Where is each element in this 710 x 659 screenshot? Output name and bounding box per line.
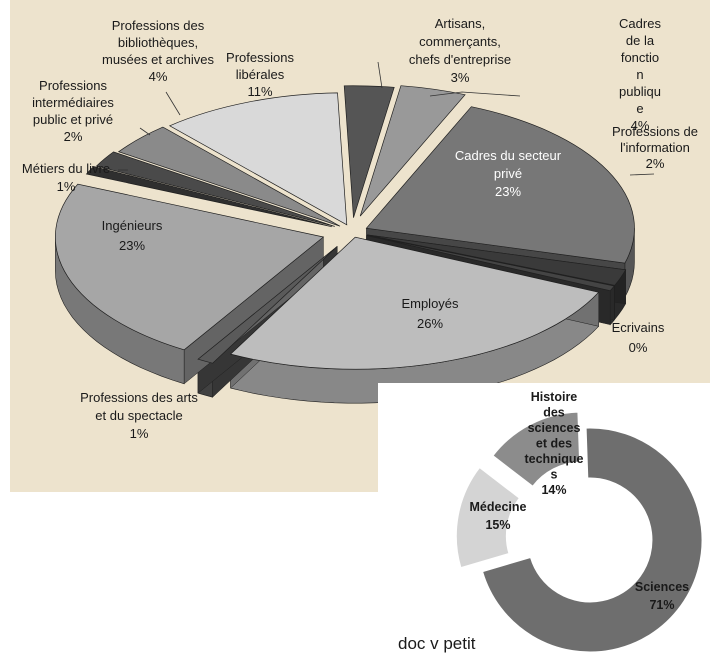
pie-slice-professions-intermediaires-public-et-prive [95,151,335,227]
pie-label-artisans-commercants-chefs-d-entreprise: Artisans, commerçants, chefs d'entreprise 3… [409,16,511,85]
pie-slice-artisans-commercants-chefs-d-entreprise [343,85,395,218]
pie-label-professions-intermediaires-public-et-prive: Professions intermédiaires public et privé… [32,78,114,144]
donut-label-medecine: Médecine 15% [470,500,527,532]
disciplines-donut-labels: Sciences 71% Médecine 15%Histoire des science… [470,390,690,612]
professions-pie-chart [55,85,635,404]
pie-label-cadres-de-la-fonction-publique: Cadres de la fonctio n publiqu e 4% [619,16,661,133]
pie-slice-employes [229,236,600,370]
pie-slice-ingenieurs [55,183,325,351]
pie-slice-professions-des-arts-et-du-spectacle [197,246,338,364]
chart-caption: doc v petit [398,634,476,653]
pie-slice-professions-des-bibliotheques-musees-et-archives [117,126,341,227]
pie-label-professions-de-l-information: Professions de l'information 2% [612,124,698,171]
pie-label-professions-des-bibliotheques-musees-et-archives: Professions des bibliothèques, musées et a… [102,18,214,84]
pie-slice-ecrivains [366,235,615,292]
pie-leader-line [629,173,655,176]
donut-slice-histoire-des-sciences-et-des-techniques [492,411,581,487]
donut-slice-medecine [455,466,521,569]
pie-label-cadres-du-secteur-prive: Cadres du secteur privé 23% [455,148,562,199]
pie-slice-cadres-du-secteur-prive [365,106,635,264]
donut-label-sciences: Sciences 71% [635,580,689,612]
professions-pie-labels: Artisans, commerçants, chefs d'entreprise 3… [22,16,698,441]
pie-label-professions-des-arts-et-du-spectacle: Professions des arts et du spectacle 1% [80,390,198,441]
pie-label-metiers-du-livre: Métiers du livre 1% [22,161,110,194]
pie-label-ecrivains: Ecrivains 0% [612,320,665,355]
pie-leader-line [429,91,521,97]
pie-label-employes: Employés 26% [401,296,459,331]
pie-leader-line [165,91,181,116]
pie-leader-line [377,61,383,89]
donut-label-histoire-des-sciences-et-des-techniques: Histoire des sciences et des technique s 14% [524,390,583,497]
disciplines-donut-chart [455,411,703,653]
pie-slice-professions-de-l-information [367,234,627,286]
pie-slice-metiers-du-livre [85,166,333,228]
donut-slice-sciences [481,427,703,653]
pie-leader-line [139,127,151,136]
pie-label-ingenieurs: Ingénieurs 23% [102,218,163,253]
pie-label-professions-liberales: Professions libérales 11% [226,50,294,99]
pie-slice-professions-liberales [168,92,348,226]
pie-slice-cadres-de-la-fonction-publique [359,85,466,217]
